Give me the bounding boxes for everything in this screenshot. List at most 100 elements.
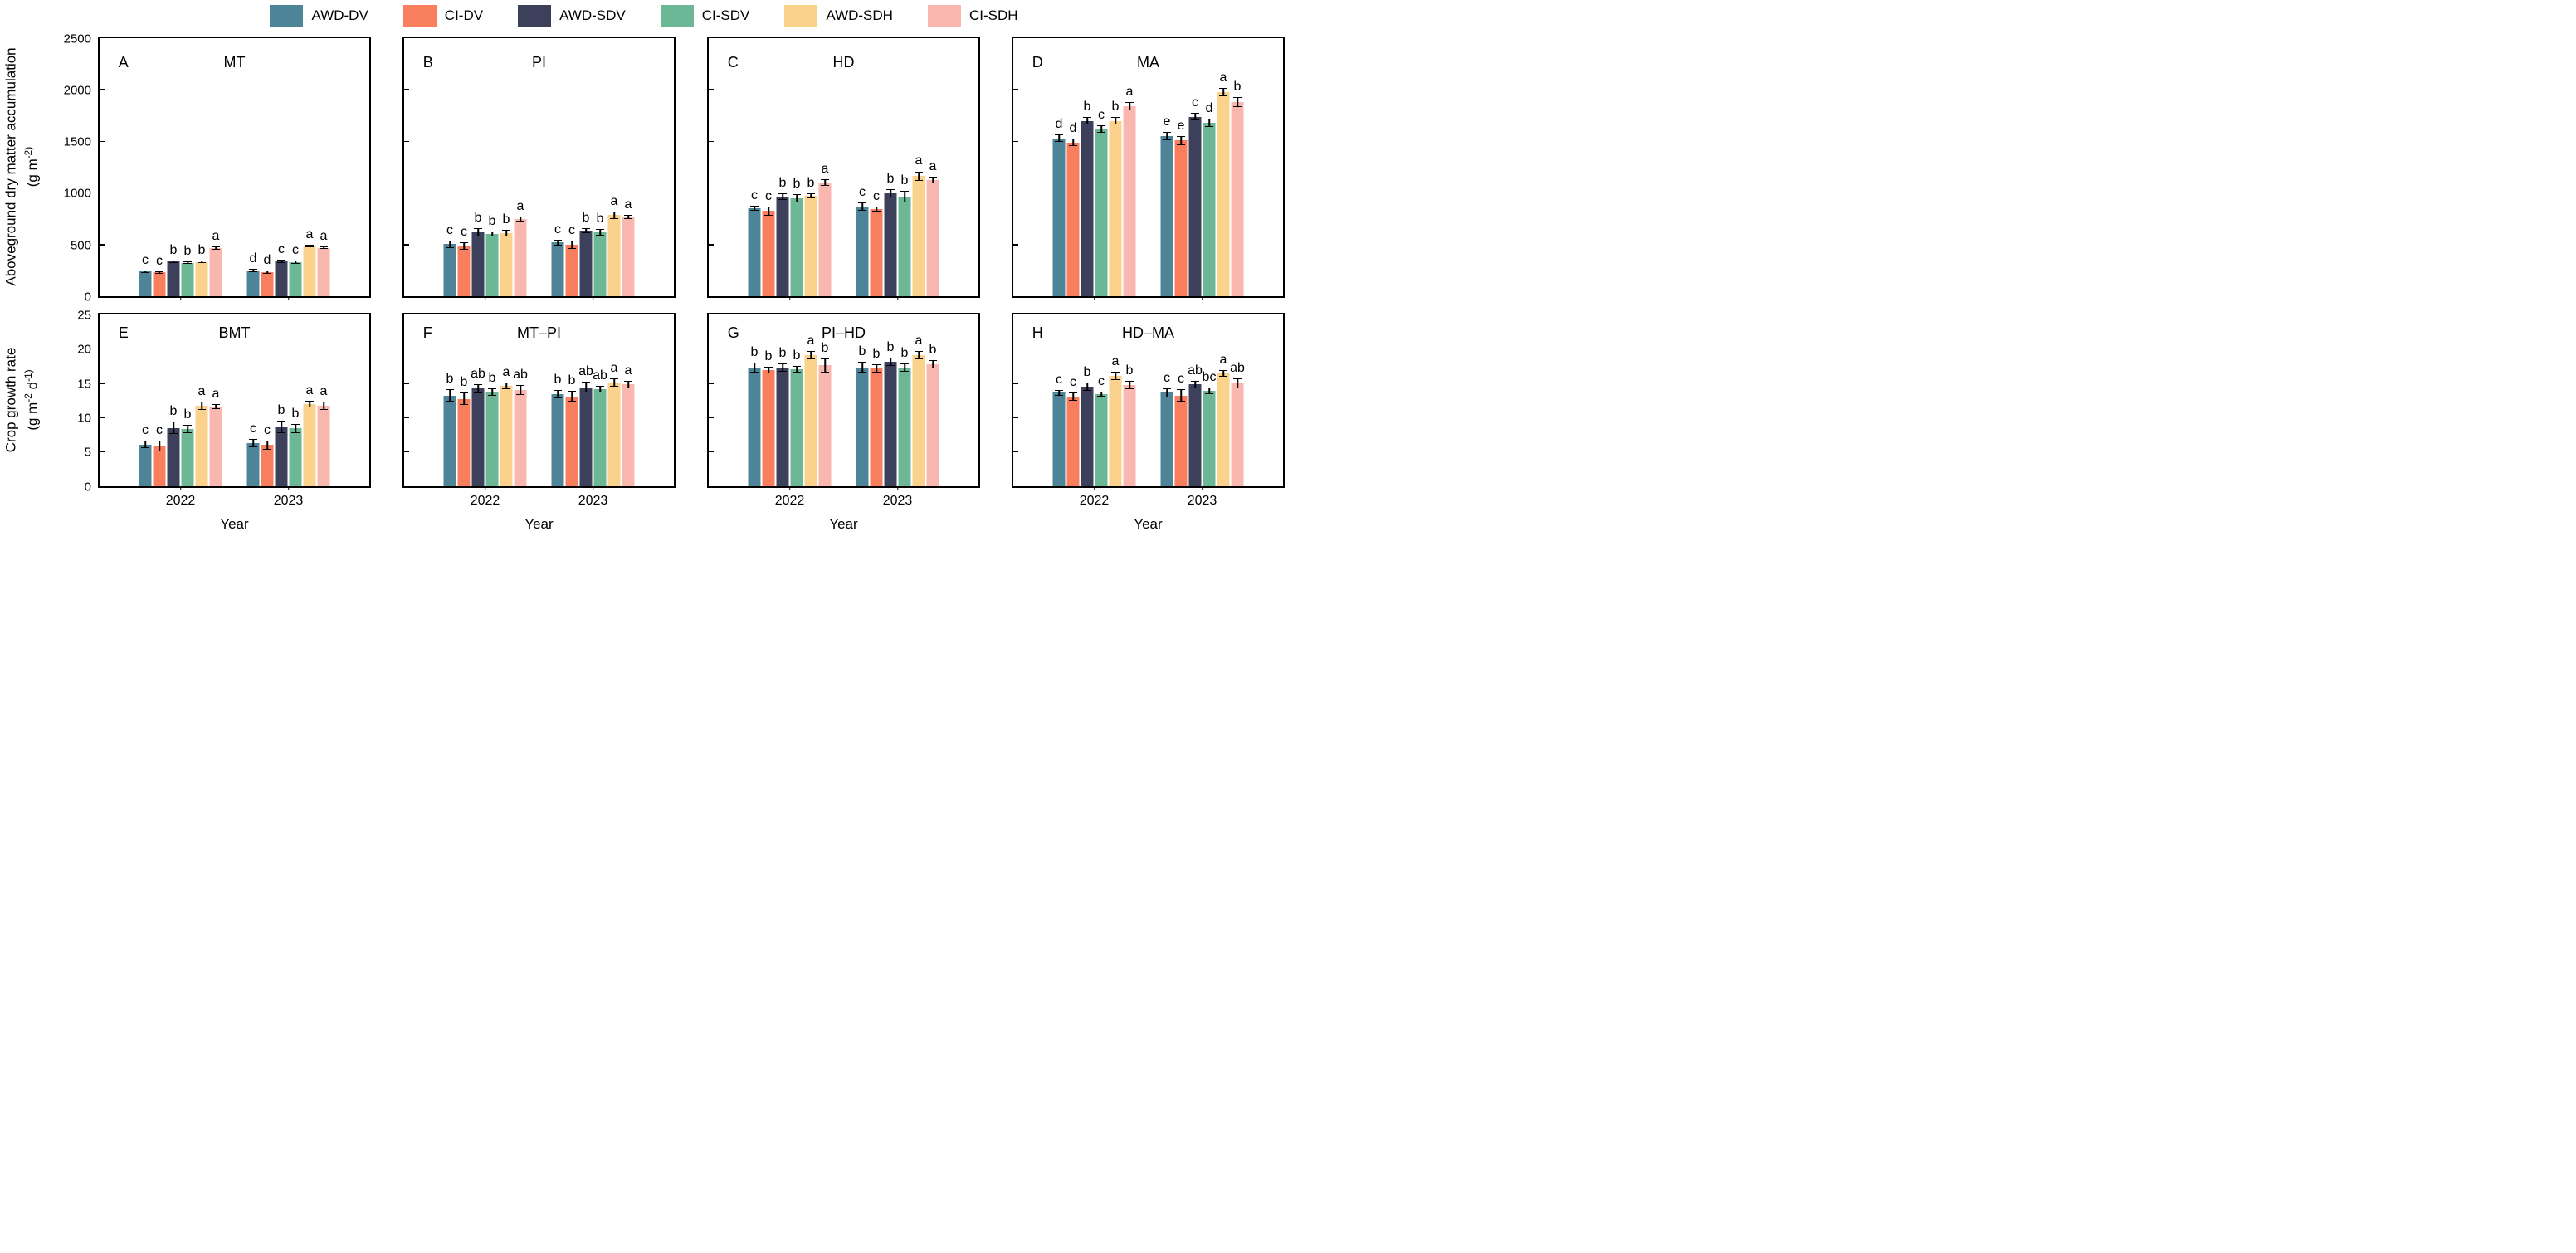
error-bar [596,228,604,236]
panel-G: G PI–HD 2022 b b b b a b 2023 b b b b a b Year [707,313,980,532]
x-tick [1201,486,1203,490]
bar-A-2023-awd-sdv [275,261,288,296]
bar-C-2023-ci-sdv [898,196,911,296]
bar-E-2022-ci-sdv [181,429,194,486]
significance-letter: b [277,403,285,418]
error-bar-line [768,207,769,215]
y-tick [100,417,105,418]
bar-F-2023-ci-dv [565,396,578,486]
significance-letter: bc [1202,369,1217,384]
bar-F-2023-awd-dv [551,394,564,486]
bar-C-2023-awd-sdh [912,176,925,296]
bar-C-2023-awd-dv [856,206,869,296]
bar-C-2022-ci-sdv [790,198,803,296]
bar-G-2023-ci-sdh [926,363,939,486]
error-bar-line [520,386,521,394]
error-bar-line [463,393,465,405]
bar-A-2023-ci-sdv [289,261,302,296]
x-tick-label-2022: 2022 [470,494,500,508]
error-bar [764,206,773,216]
significance-letter: a [305,227,314,242]
error-bar [554,390,562,399]
bar-F-2022-ci-sdh [514,390,527,486]
significance-letter: a [212,386,220,401]
significance-letter: b [502,212,510,227]
error-bar [764,366,773,374]
significance-letter: c [1098,108,1105,123]
bar-D-2022-awd-sdh [1109,120,1122,296]
bar-G-2023-ci-dv [870,368,883,486]
bar-F-2022-awd-sdh [500,386,513,486]
panel-H: H HD–MA 2022 c c b c a b 2023 c c ab bc a ab Year [1012,313,1285,532]
x-tick [896,296,899,300]
significance-letter: b [929,342,937,357]
x-tick [788,486,791,490]
error-bar-line [1100,126,1102,132]
bar-A-2022-ci-dv [153,272,166,296]
significance-letter: b [900,345,909,360]
legend-label: CI-SDV [701,7,750,23]
y-tick [404,348,409,350]
significance-letter: b [568,373,576,388]
error-bar [446,240,454,248]
significance-letter: a [915,333,923,348]
legend-swatch-awd-dv [270,5,304,27]
significance-letter: a [516,199,524,214]
error-bar [793,366,801,373]
bar-D-2023-awd-sdh [1217,91,1230,296]
error-bar [1069,139,1077,146]
significance-letter: c [1164,370,1170,385]
bar-H-2022-ci-dv [1066,397,1080,486]
error-bar-line [1072,393,1074,401]
error-bar-line [1194,381,1196,388]
bar-B-2023-awd-sdv [579,231,593,296]
x-tick [179,296,182,300]
x-tick [287,486,290,490]
error-bar-line [1129,382,1130,389]
error-bar-line [252,270,254,271]
error-bar [1083,383,1091,391]
significance-letter: a [502,364,510,379]
error-bar [1111,117,1120,124]
significance-letter: c [751,188,758,203]
error-bar [1097,391,1105,397]
bar-H-2022-ci-sdh [1123,385,1136,486]
panel-stage-title-C: HD [832,53,855,71]
error-bar-line [904,192,905,202]
error-bar [155,440,163,451]
error-bar-line [215,404,217,409]
error-bar-line [1166,133,1168,140]
x-tick [896,486,899,490]
bar-B-2023-ci-sdh [622,217,635,296]
significance-letter: b [488,214,496,229]
significance-letter: b [750,344,759,359]
legend-swatch-ci-dv [402,5,437,27]
y-axis-title-row2-text: Crop growth rate [2,347,19,453]
legend-swatch-ci-sdv [660,5,694,27]
error-bar [1233,378,1242,388]
error-bar-line [159,271,160,274]
panel-D: D MA d d b c b a e e c d a b [1012,37,1285,300]
bar-G-2023-awd-sdv [884,362,897,486]
significance-letter: a [624,197,632,212]
error-bar [1069,392,1077,402]
error-bar [886,188,895,197]
y-axis-title-row1-text: Aboveground dry matter accumulation [2,47,19,286]
significance-letter: e [1163,115,1171,129]
legend-swatch-awd-sdh [784,5,818,27]
bar-G-2022-ci-dv [762,370,775,486]
bar-G-2022-awd-dv [748,367,761,486]
error-bar-line [824,359,826,372]
bar-E-2023-ci-sdh [317,406,330,486]
y-tick [404,244,409,246]
legend-label: CI-DV [444,7,484,23]
bar-D-2023-ci-sdv [1203,123,1216,296]
error-bar-line [1086,118,1088,124]
error-bar-line [252,439,254,446]
error-bar-line [281,260,282,262]
significance-letter: d [1069,121,1077,136]
y-tick-label: 5 [84,445,91,460]
error-bar-line [520,217,521,222]
error-bar [277,259,285,263]
significance-letter: c [292,243,299,258]
